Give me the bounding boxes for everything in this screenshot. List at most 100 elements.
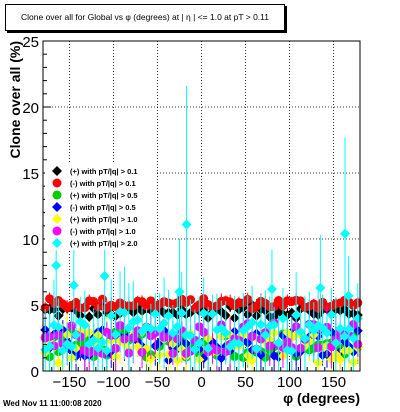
legend: (+) with pT/|q| > 0.1 (-) with pT/|q| > 0… (45, 162, 157, 250)
series-00ffff (40, 85, 363, 371)
data-point (66, 341, 77, 352)
legend-label: (+) with pT/|q| > 0.5 (70, 191, 138, 200)
data-point (326, 309, 337, 320)
data-point (189, 344, 200, 355)
data-point (220, 327, 231, 338)
grid (43, 41, 360, 371)
data-point (101, 345, 112, 356)
data-point (99, 270, 110, 281)
data-point (52, 202, 62, 212)
data-point (339, 331, 350, 342)
data-point (185, 330, 196, 341)
data-point (154, 323, 165, 334)
y-tick-label: 0 (31, 364, 39, 381)
legend-label: (-) with pT/|q| > 0.5 (70, 203, 136, 212)
y-tick-label: 25 (22, 34, 39, 51)
data-point (163, 310, 174, 321)
data-point (52, 166, 62, 176)
data-point (106, 310, 117, 321)
data-point (286, 345, 297, 356)
data-point (315, 282, 326, 293)
data-point (52, 238, 62, 248)
data-point (291, 310, 302, 321)
data-point (119, 307, 130, 318)
data-point (343, 290, 354, 301)
x-axis-label: φ (degrees) (283, 390, 360, 406)
legend-entry: (+) with pT/|q| > 1.0 (52, 214, 138, 224)
data-point (247, 355, 258, 366)
data-point (321, 327, 332, 338)
data-point (335, 323, 346, 334)
data-point (348, 333, 359, 344)
data-point (233, 338, 244, 349)
data-point (52, 190, 62, 200)
data-point (198, 308, 209, 319)
x-tick-label: 100 (277, 374, 302, 391)
data-point (330, 337, 341, 348)
legend-label: (+) with pT/|q| > 2.0 (70, 239, 138, 248)
data-point (266, 284, 277, 295)
data-point (260, 330, 271, 341)
data-point (71, 329, 82, 340)
data-point (51, 260, 62, 271)
data-point (110, 329, 121, 340)
data-point (123, 322, 134, 333)
timestamp: Wed Nov 11 11:00:08 2020 (3, 399, 102, 408)
data-point (299, 333, 310, 344)
legend-label: (-) with pT/|q| > 0.1 (70, 179, 136, 188)
data-point (203, 343, 214, 354)
legend-entry: (-) with pT/|q| > 0.5 (52, 202, 136, 212)
chart-title: Clone over all for Global vs φ (degrees)… (5, 4, 285, 31)
x-tick-label: 0 (197, 374, 205, 391)
y-axis-label: Clone over all (%) (7, 41, 23, 158)
legend-entry: (-) with pT/|q| > 0.1 (52, 178, 136, 188)
legend-entry: (+) with pT/|q| > 2.0 (52, 238, 138, 248)
data-point (340, 228, 351, 239)
x-tick-label: −150 (53, 374, 87, 391)
data-point (88, 335, 99, 346)
data-point (97, 337, 108, 348)
data-point (44, 341, 55, 352)
legend-label: (+) with pT/|q| > 1.0 (70, 215, 138, 224)
data-point (194, 337, 205, 348)
legend-label: (+) with pT/|q| > 0.1 (70, 167, 138, 176)
y-tick-label: 5 (31, 298, 39, 315)
data-point (52, 226, 62, 236)
x-tick-label: −50 (145, 374, 170, 391)
legend-entry: (+) with pT/|q| > 0.1 (52, 166, 138, 176)
data-point (145, 323, 156, 334)
x-tick-label: −100 (97, 374, 131, 391)
data-point (167, 327, 178, 338)
data-point (255, 319, 266, 330)
axes: 0 5 10 15 20 25 −150 −100 −50 0 50 100 150 (22, 34, 352, 391)
data-point (68, 280, 79, 291)
data-point (52, 178, 62, 188)
data-point (159, 318, 170, 329)
y-tick-label: 15 (22, 166, 39, 183)
x-tick-label: 150 (321, 374, 346, 391)
data-point (93, 343, 104, 354)
data-point (146, 296, 156, 306)
legend-label: (-) with pT/|q| > 1.0 (70, 227, 136, 236)
data-point (84, 311, 95, 322)
data-point (207, 309, 218, 320)
data-point (53, 321, 64, 332)
data-point (52, 214, 62, 224)
data-point (174, 286, 185, 297)
x-tick-label: 50 (237, 374, 254, 391)
data-point (53, 357, 64, 368)
data-point (57, 345, 68, 356)
legend-entry: (+) with pT/|q| > 0.5 (52, 190, 138, 200)
data-point (295, 326, 306, 337)
data-point (132, 315, 143, 326)
legend-entry: (-) with pT/|q| > 1.0 (52, 226, 136, 236)
data-points (40, 85, 363, 371)
data-point (335, 354, 346, 365)
data-point (79, 320, 90, 331)
data-point (150, 308, 161, 319)
data-point (251, 343, 262, 354)
data-point (304, 319, 315, 330)
y-tick-label: 20 (22, 100, 39, 117)
data-point (273, 338, 284, 349)
